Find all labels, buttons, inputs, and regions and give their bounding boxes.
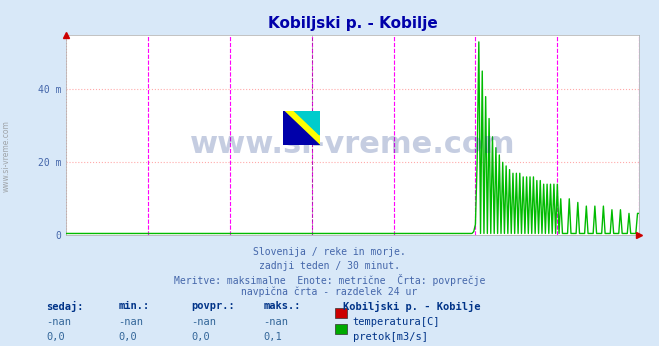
Text: min.:: min.: <box>119 301 150 311</box>
Text: temperatura[C]: temperatura[C] <box>353 317 440 327</box>
Text: www.si-vreme.com: www.si-vreme.com <box>2 120 11 192</box>
Text: 0,1: 0,1 <box>264 332 282 342</box>
Text: zadnji teden / 30 minut.: zadnji teden / 30 minut. <box>259 261 400 271</box>
Text: pretok[m3/s]: pretok[m3/s] <box>353 332 428 342</box>
Text: navpična črta - razdelek 24 ur: navpična črta - razdelek 24 ur <box>241 287 418 297</box>
Text: -nan: -nan <box>264 317 289 327</box>
Text: www.si-vreme.com: www.si-vreme.com <box>190 130 515 160</box>
Text: maks.:: maks.: <box>264 301 301 311</box>
Text: 0,0: 0,0 <box>46 332 65 342</box>
Text: sedaj:: sedaj: <box>46 301 84 312</box>
Text: -nan: -nan <box>119 317 144 327</box>
Polygon shape <box>283 111 320 145</box>
Text: -nan: -nan <box>46 317 71 327</box>
Text: -nan: -nan <box>191 317 216 327</box>
Text: povpr.:: povpr.: <box>191 301 235 311</box>
Text: Slovenija / reke in morje.: Slovenija / reke in morje. <box>253 247 406 257</box>
Text: 0,0: 0,0 <box>191 332 210 342</box>
Text: Kobiljski p. - Kobilje: Kobiljski p. - Kobilje <box>343 301 480 312</box>
Text: Meritve: maksimalne  Enote: metrične  Črta: povprečje: Meritve: maksimalne Enote: metrične Črta… <box>174 274 485 286</box>
Title: Kobiljski p. - Kobilje: Kobiljski p. - Kobilje <box>268 16 438 31</box>
Polygon shape <box>294 111 320 135</box>
Text: 0,0: 0,0 <box>119 332 137 342</box>
Polygon shape <box>283 111 320 145</box>
